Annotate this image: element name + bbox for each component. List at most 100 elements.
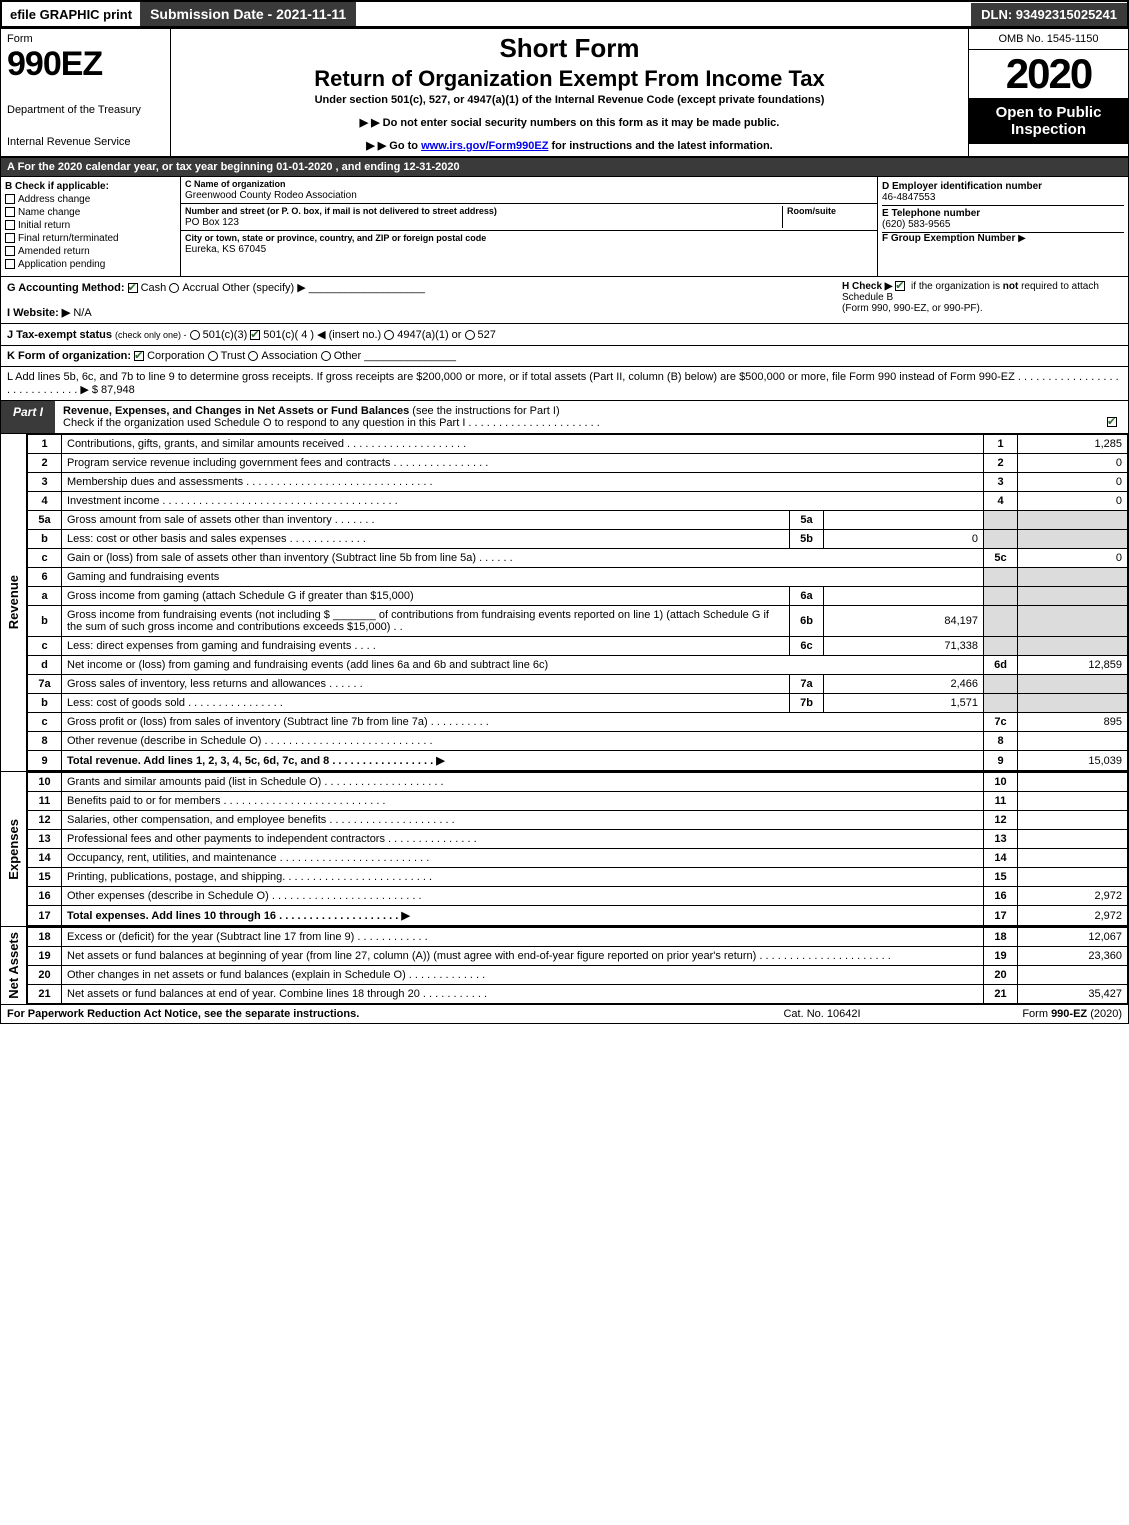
short-form-title: Short Form (179, 33, 960, 64)
l16-text: Other expenses (describe in Schedule O) … (62, 887, 984, 906)
l7b-amt-shade (1018, 694, 1128, 713)
efile-label[interactable]: efile GRAPHIC print (2, 3, 140, 26)
l9-num: 9 (28, 751, 62, 771)
tel-row: E Telephone number (620) 583-9565 (882, 206, 1124, 233)
l5c-num: c (28, 549, 62, 568)
l6d-sn: 6d (984, 656, 1018, 675)
org-name-value: Greenwood County Rodeo Association (185, 190, 357, 201)
group-exemption-arrow: ▶ (1018, 233, 1026, 244)
ssn-warning-text: Do not enter social security numbers on … (383, 117, 780, 129)
form-label: Form (7, 33, 164, 45)
l12-num: 12 (28, 811, 62, 830)
radio-other-org[interactable] (321, 351, 331, 361)
l5a-text: Gross amount from sale of assets other t… (62, 511, 790, 530)
header-left: Form 990EZ Department of the Treasury In… (1, 29, 171, 156)
dept-treasury: Department of the Treasury (7, 104, 164, 116)
l6a-ia (824, 587, 984, 606)
line-6d: dNet income or (loss) from gaming and fu… (28, 656, 1128, 675)
radio-501c3[interactable] (190, 330, 200, 340)
l14-text: Occupancy, rent, utilities, and maintena… (62, 849, 984, 868)
chk-application-pending-label: Application pending (18, 259, 105, 270)
part-i-title-row: Revenue, Expenses, and Changes in Net As… (55, 401, 1128, 433)
l6b-amt-shade (1018, 606, 1128, 637)
tax-year: 2020 (969, 50, 1128, 98)
chk-name-change[interactable]: Name change (5, 207, 176, 218)
chk-corp[interactable] (134, 351, 144, 361)
ein-row: D Employer identification number 46-4847… (882, 179, 1124, 206)
l6-num: 6 (28, 568, 62, 587)
cash-label: Cash (141, 282, 167, 294)
chk-amended-return[interactable]: Amended return (5, 246, 176, 257)
expenses-side-label: Expenses (1, 772, 27, 926)
l13-text: Professional fees and other payments to … (62, 830, 984, 849)
omb-number: OMB No. 1545-1150 (969, 29, 1128, 50)
l20-sn: 20 (984, 966, 1018, 985)
expenses-table: 10Grants and similar amounts paid (list … (27, 772, 1128, 926)
line-17: 17 Total expenses. Add lines 10 through 1… (28, 906, 1128, 926)
l13-num: 13 (28, 830, 62, 849)
radio-trust[interactable] (208, 351, 218, 361)
part-i-check-line: Check if the organization used Schedule … (63, 417, 600, 429)
h-not: not (1003, 281, 1019, 292)
l18-text: Excess or (deficit) for the year (Subtra… (62, 928, 984, 947)
chk-initial-return[interactable]: Initial return (5, 220, 176, 231)
expenses-side-label-text: Expenses (6, 819, 21, 880)
chk-final-return[interactable]: Final return/terminated (5, 233, 176, 244)
l2-num: 2 (28, 454, 62, 473)
j-o2: 501(c)( 4 ) ◀ (insert no.) (263, 329, 381, 341)
l4-sn: 4 (984, 492, 1018, 511)
l1-sn: 1 (984, 435, 1018, 454)
footer-right-bold: 990-EZ (1051, 1008, 1087, 1020)
irs-link[interactable]: www.irs.gov/Form990EZ (421, 140, 548, 152)
l2-amt: 0 (1018, 454, 1128, 473)
l9-sn: 9 (984, 751, 1018, 771)
chk-h[interactable] (895, 281, 905, 291)
l5b-amt-shade (1018, 530, 1128, 549)
chk-application-pending[interactable]: Application pending (5, 259, 176, 270)
l6c-sn-shade (984, 637, 1018, 656)
l18-sn: 18 (984, 928, 1018, 947)
l7b-num: b (28, 694, 62, 713)
l7a-amt-shade (1018, 675, 1128, 694)
l5a-in: 5a (790, 511, 824, 530)
line-6a: aGross income from gaming (attach Schedu… (28, 587, 1128, 606)
chk-501c4[interactable] (250, 330, 260, 340)
line-10: 10Grants and similar amounts paid (list … (28, 773, 1128, 792)
l6c-num: c (28, 637, 62, 656)
l6d-num: d (28, 656, 62, 675)
line-5b: bLess: cost or other basis and sales exp… (28, 530, 1128, 549)
radio-4947[interactable] (384, 330, 394, 340)
l17-text-bold: Total expenses. Add lines 10 through 16 … (67, 910, 410, 922)
l6b-t1: Gross income from fundraising events (no… (67, 609, 330, 621)
l3-num: 3 (28, 473, 62, 492)
street-row: Number and street (or P. O. box, if mail… (181, 204, 877, 231)
netassets-side-label-text: Net Assets (6, 932, 21, 999)
l4-num: 4 (28, 492, 62, 511)
row-j: J Tax-exempt status (check only one) - 5… (0, 324, 1129, 346)
chk-schedule-o[interactable] (1107, 417, 1117, 427)
l5a-sn-shade (984, 511, 1018, 530)
h-text1: if the organization is (911, 281, 1003, 292)
l2-sn: 2 (984, 454, 1018, 473)
l6b-ia: 84,197 (824, 606, 984, 637)
l5a-ia (824, 511, 984, 530)
l15-num: 15 (28, 868, 62, 887)
l20-text: Other changes in net assets or fund bala… (62, 966, 984, 985)
chk-cash[interactable] (128, 283, 138, 293)
l6b-sn-shade (984, 606, 1018, 637)
under-section: Under section 501(c), 527, or 4947(a)(1)… (179, 94, 960, 106)
l11-text: Benefits paid to or for members . . . . … (62, 792, 984, 811)
l17-num: 17 (28, 906, 62, 926)
l6c-in: 6c (790, 637, 824, 656)
radio-accrual[interactable] (169, 283, 179, 293)
l16-sn: 16 (984, 887, 1018, 906)
radio-assoc[interactable] (248, 351, 258, 361)
line-15: 15Printing, publications, postage, and s… (28, 868, 1128, 887)
radio-527[interactable] (465, 330, 475, 340)
chk-initial-return-label: Initial return (18, 220, 70, 231)
k-o2: Trust (221, 350, 246, 362)
footer-right-pre: Form (1022, 1008, 1051, 1020)
l6a-sn-shade (984, 587, 1018, 606)
chk-address-change[interactable]: Address change (5, 194, 176, 205)
l-text: L Add lines 5b, 6c, and 7b to line 9 to … (7, 371, 1119, 396)
